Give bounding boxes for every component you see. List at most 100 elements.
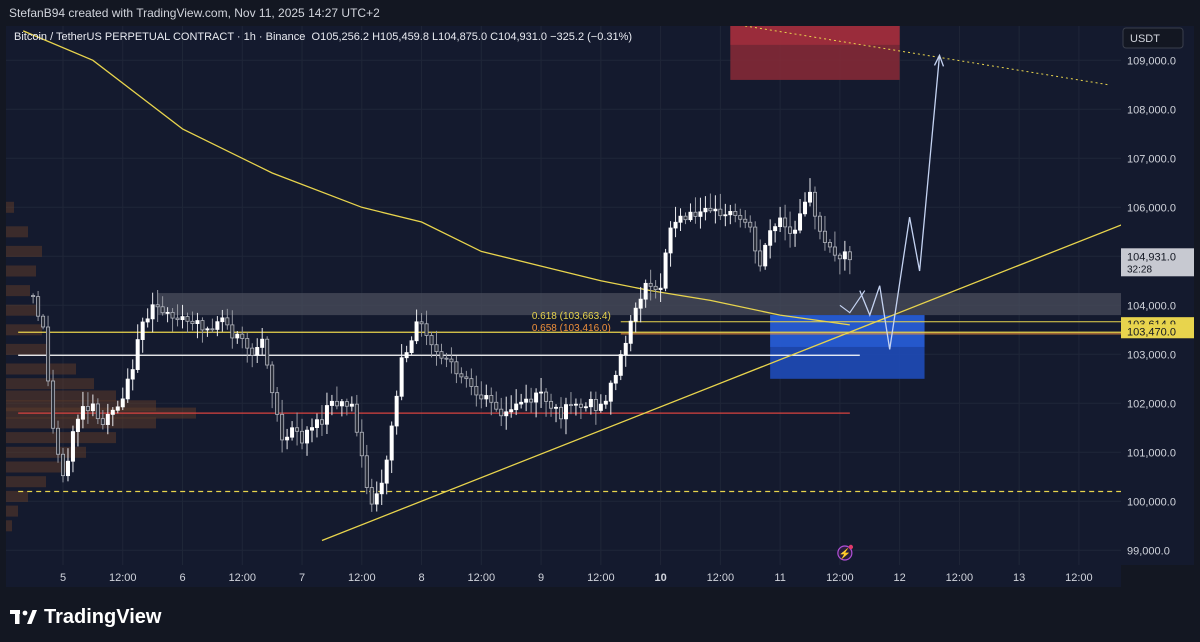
volume-profile-bar	[6, 490, 28, 502]
candle-body	[658, 287, 663, 290]
candle-body	[319, 419, 324, 425]
candle-body	[75, 418, 80, 432]
volume-profile-bar	[6, 446, 86, 458]
time-axis[interactable]: 5 12:00 6 12:00 7 12:00 8 12:00 9 12:00 10 12:00 11 1…	[6, 565, 1121, 587]
candle-body	[125, 378, 130, 400]
candle-body	[444, 357, 449, 360]
candle-body	[220, 317, 225, 323]
candle-body	[613, 374, 618, 384]
candle-body	[250, 347, 255, 356]
candle-body	[80, 406, 85, 420]
candle-body	[573, 403, 578, 406]
candle-body	[280, 413, 285, 441]
candle-body	[648, 282, 653, 287]
candle-body	[85, 406, 90, 412]
tradingview-logo[interactable]: TradingView	[10, 606, 161, 629]
candle-body	[374, 493, 379, 505]
candle-body	[459, 373, 464, 378]
candle-body	[763, 244, 768, 267]
candle-body	[414, 321, 419, 342]
candle-body	[693, 211, 698, 217]
price-axis[interactable]: 99,000.0 100,000.0 101,000.0 102,000.0 103,0…	[1121, 26, 1194, 565]
candle-body	[180, 316, 185, 321]
projected-path	[859, 55, 941, 350]
candle-body	[683, 215, 688, 221]
candle-body	[773, 226, 778, 232]
price-tick-label: 106,000.0	[1127, 202, 1176, 214]
time-tick-label: 9	[538, 572, 544, 584]
candle-body	[270, 364, 275, 394]
candle-body	[783, 217, 788, 228]
volume-profile-bar	[6, 476, 46, 488]
volume-profile-bar	[6, 265, 36, 277]
candle-body	[70, 431, 75, 462]
change-value: −325.2 (−0.31%)	[550, 31, 633, 43]
candle-body	[145, 318, 150, 323]
candle-body	[743, 218, 748, 223]
candle-body	[842, 251, 847, 260]
candle-body	[504, 411, 509, 417]
price-tick-label: 107,000.0	[1127, 153, 1176, 165]
candle-body	[349, 403, 354, 407]
time-tick-label: 12:00	[826, 572, 854, 584]
candle-body	[618, 354, 623, 376]
volume-profile-bar	[6, 304, 36, 316]
candle-body	[409, 340, 414, 353]
candle-body	[65, 460, 70, 477]
price-tick-label: 100,000.0	[1127, 496, 1176, 508]
resistance-line	[742, 26, 1109, 86]
candle-body	[155, 304, 160, 308]
candle-body	[598, 403, 603, 411]
candle-body	[399, 357, 404, 397]
volume-profile-bar	[6, 400, 156, 412]
candle-body	[688, 211, 693, 221]
currency-badge	[1122, 27, 1184, 49]
candle-body	[718, 208, 723, 217]
candle-body	[295, 427, 300, 432]
candle-body	[803, 201, 808, 215]
candle-body	[235, 333, 240, 339]
chart-svg[interactable]: 0.618 (103,663.4)0.658 (103,416.0) ⚡	[6, 26, 1121, 565]
candle-body	[509, 409, 514, 413]
candle-body	[753, 226, 758, 252]
candle-body	[314, 419, 319, 428]
fib-label: 0.618 (103,663.4)	[532, 311, 611, 322]
fib-label: 0.658 (103,416.0)	[532, 323, 611, 334]
time-tick-label: 12:00	[1065, 572, 1093, 584]
last-price-label	[1121, 248, 1194, 277]
candle-body	[255, 347, 260, 356]
candle-body	[628, 320, 633, 344]
volume-profile-bar	[6, 520, 12, 532]
price-tick-label: 104,000.0	[1127, 300, 1176, 312]
candle-body	[728, 211, 733, 216]
candle-body	[837, 254, 842, 260]
price-tick-label: 103,000.0	[1127, 349, 1176, 361]
candle-body	[534, 392, 539, 403]
volume-profile-bar	[6, 505, 18, 517]
candle-body	[778, 217, 783, 228]
candle-body	[703, 207, 708, 213]
candle-body	[554, 406, 559, 409]
candle-body	[100, 418, 105, 425]
candle-body	[130, 369, 135, 380]
close-value: C104,931.0	[490, 31, 548, 43]
candle-body	[489, 395, 494, 403]
candle-body	[549, 400, 554, 409]
candle-body	[758, 250, 763, 267]
time-tick-label: 5	[60, 572, 66, 584]
candle-body	[364, 455, 369, 488]
candle-body	[578, 403, 583, 408]
candle-body	[514, 403, 519, 411]
candle-body	[394, 395, 399, 427]
time-tick-label: 10	[654, 572, 666, 584]
price-tick-label: 102,000.0	[1127, 398, 1176, 410]
candle-body	[195, 320, 200, 324]
candle-body	[205, 328, 210, 331]
candle-body	[61, 453, 66, 477]
candle-body	[419, 321, 424, 325]
candle-body	[46, 326, 51, 382]
price-plot[interactable]: 0.618 (103,663.4) 0.658 (103,416.0) ⚡	[6, 26, 1121, 565]
price-tick-label: 109,000.0	[1127, 55, 1176, 67]
candle-body	[563, 404, 568, 420]
